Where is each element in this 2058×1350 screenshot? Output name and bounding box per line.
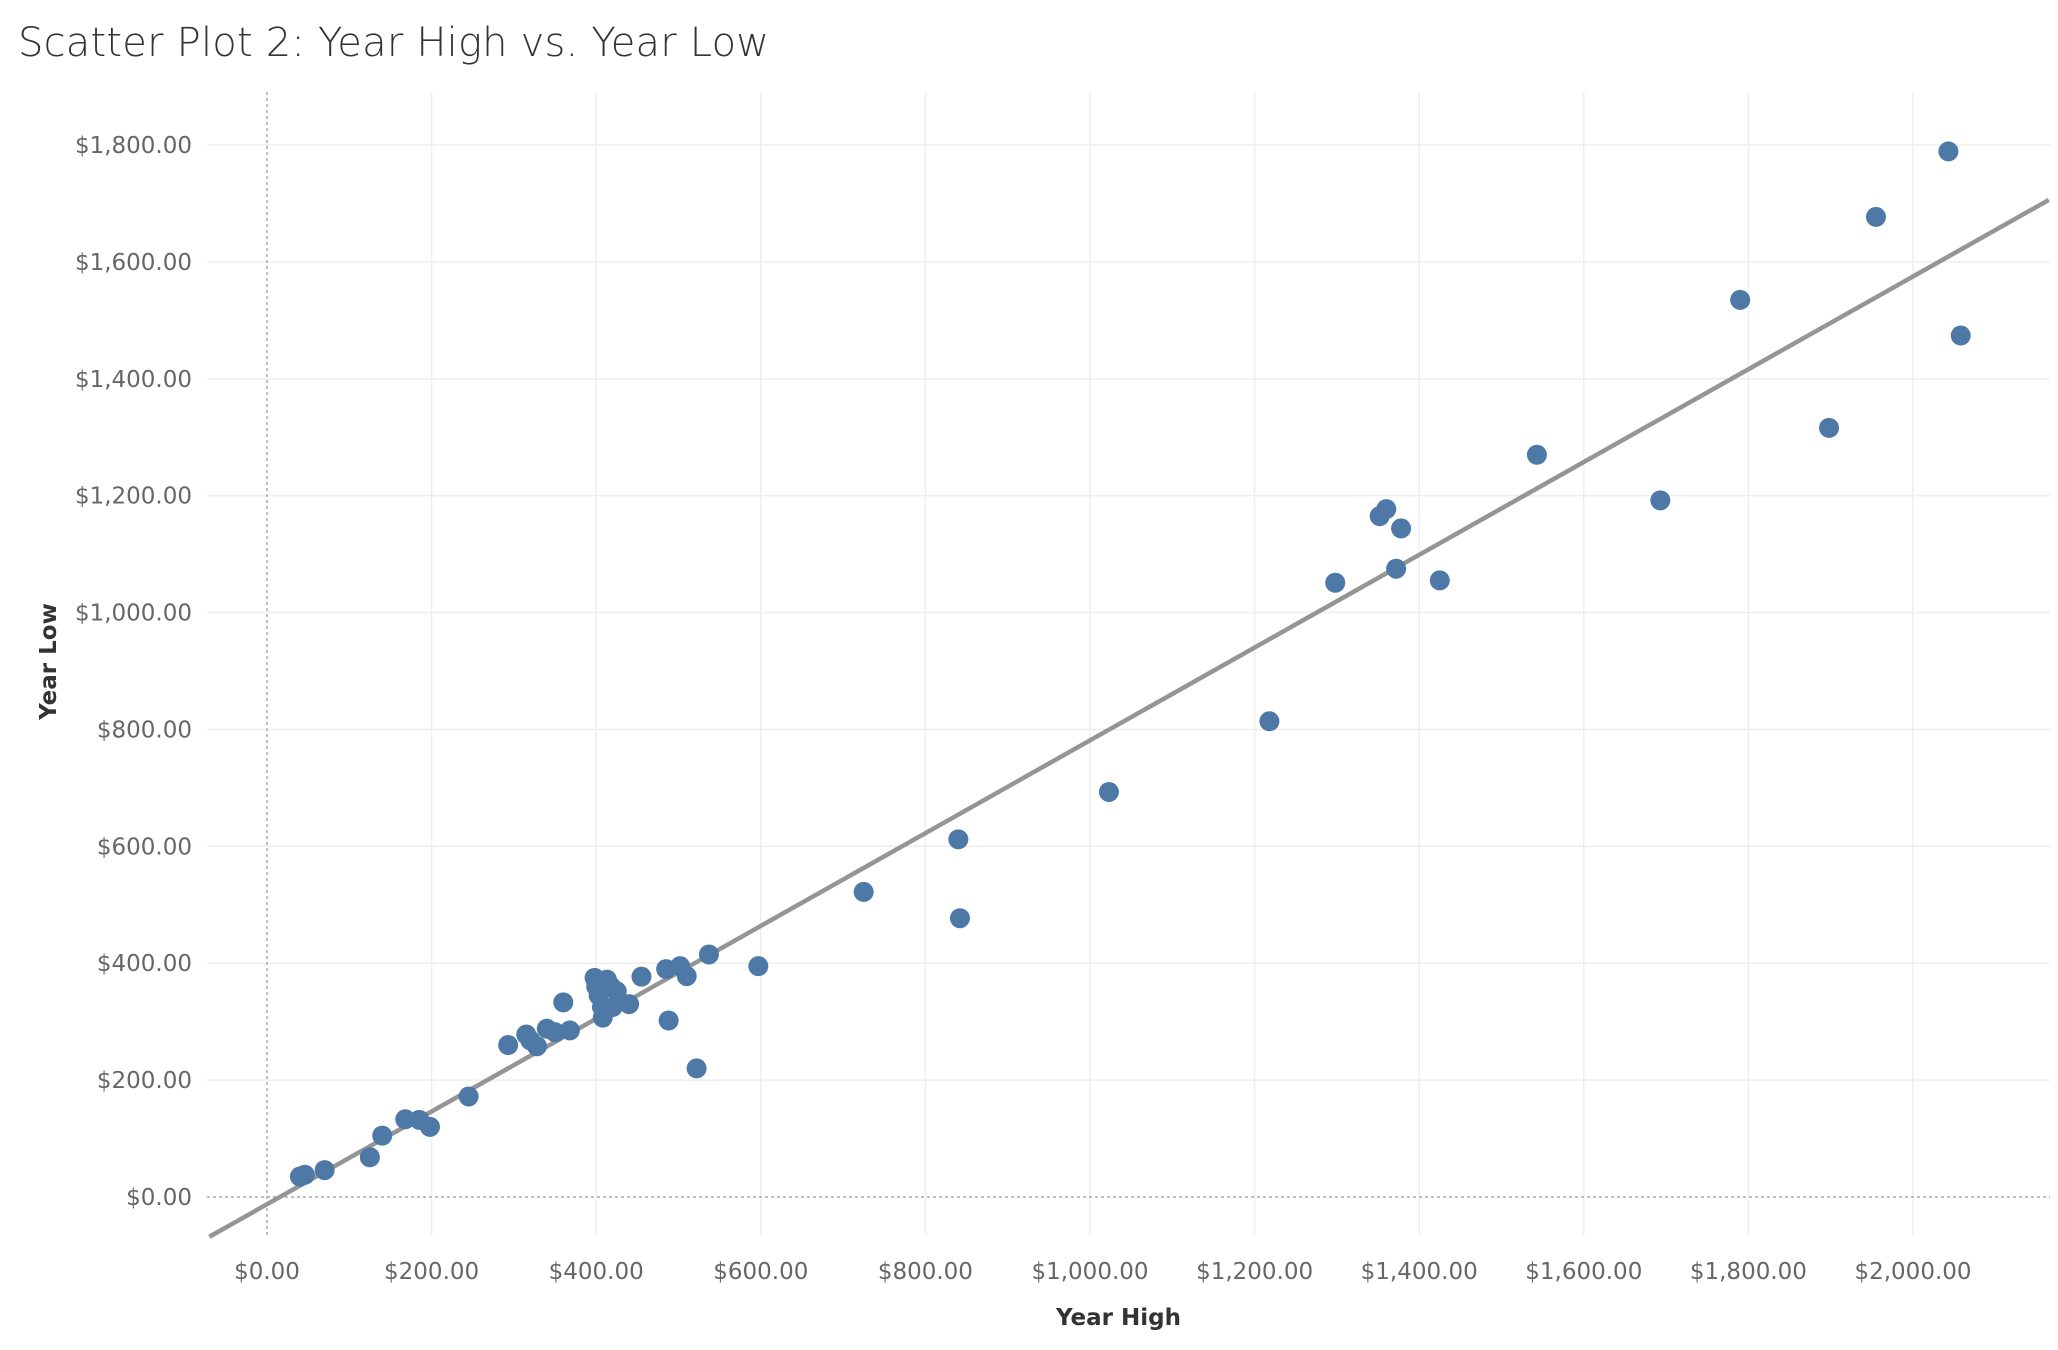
data-point[interactable] (1376, 499, 1397, 520)
data-point[interactable] (686, 1058, 707, 1079)
x-tick-label: $400.00 (549, 1259, 644, 1285)
data-points (289, 141, 1971, 1187)
data-point[interactable] (619, 994, 640, 1015)
data-point[interactable] (395, 1109, 416, 1130)
data-point[interactable] (1950, 325, 1971, 346)
x-tick-label: $1,800.00 (1690, 1259, 1807, 1285)
y-tick-label: $600.00 (97, 834, 192, 860)
data-point[interactable] (676, 966, 697, 987)
data-point[interactable] (314, 1160, 335, 1181)
data-point[interactable] (1325, 572, 1346, 593)
zero-lines (207, 92, 2050, 1235)
data-point[interactable] (545, 1022, 566, 1043)
x-tick-label: $2,000.00 (1854, 1259, 1971, 1285)
data-point[interactable] (1259, 711, 1280, 732)
data-point[interactable] (631, 966, 652, 987)
data-point[interactable] (1730, 289, 1751, 310)
data-point[interactable] (1391, 518, 1412, 539)
y-axis-ticks: $0.00 $200.00 $400.00 $600.00 $800.00 $1,000.… (75, 133, 192, 1211)
grid-lines (207, 92, 2050, 1235)
y-tick-label: $1,600.00 (75, 250, 192, 276)
y-tick-label: $1,000.00 (75, 601, 192, 627)
y-tick-label: $1,400.00 (75, 367, 192, 393)
x-tick-label: $0.00 (234, 1259, 300, 1285)
data-point[interactable] (498, 1035, 519, 1056)
x-tick-label: $800.00 (878, 1259, 973, 1285)
data-point[interactable] (458, 1086, 479, 1107)
data-point[interactable] (1865, 206, 1886, 227)
x-tick-label: $1,600.00 (1525, 1259, 1642, 1285)
chart-title: Scatter Plot 2: Year High vs. Year Low (18, 20, 770, 66)
data-point[interactable] (526, 1036, 547, 1057)
data-point[interactable] (1429, 570, 1450, 591)
y-tick-label: $1,200.00 (75, 484, 192, 510)
y-axis-title: Year Low (36, 603, 62, 721)
y-tick-label: $800.00 (97, 717, 192, 743)
x-tick-label: $1,400.00 (1361, 1259, 1478, 1285)
data-point[interactable] (559, 1020, 580, 1041)
data-point[interactable] (1386, 558, 1407, 579)
data-point[interactable] (1098, 781, 1119, 802)
y-tick-label: $200.00 (97, 1068, 192, 1094)
data-point[interactable] (606, 981, 627, 1002)
trend-line (208, 197, 2050, 1239)
x-axis-title: Year High (1055, 1305, 1181, 1331)
y-tick-label: $0.00 (126, 1185, 192, 1211)
data-point[interactable] (658, 1010, 679, 1031)
data-point[interactable] (698, 944, 719, 965)
data-point[interactable] (294, 1164, 315, 1185)
data-point[interactable] (1650, 490, 1671, 511)
data-point[interactable] (948, 829, 969, 850)
trend-line-group (208, 197, 2050, 1239)
data-point[interactable] (359, 1147, 380, 1168)
x-tick-label: $600.00 (713, 1259, 808, 1285)
data-point[interactable] (1938, 141, 1959, 162)
x-tick-label: $1,200.00 (1196, 1259, 1313, 1285)
data-point[interactable] (748, 956, 769, 977)
data-point[interactable] (553, 992, 574, 1013)
data-point[interactable] (419, 1116, 440, 1137)
data-point[interactable] (853, 881, 874, 902)
y-tick-label: $1,800.00 (75, 133, 192, 159)
y-tick-label: $400.00 (97, 951, 192, 977)
data-point[interactable] (602, 997, 623, 1018)
x-axis-ticks: $0.00 $200.00 $400.00 $600.00 $800.00 $1,000.… (234, 1259, 1971, 1285)
data-point[interactable] (372, 1125, 393, 1146)
x-tick-label: $200.00 (384, 1259, 479, 1285)
x-tick-label: $1,000.00 (1031, 1259, 1148, 1285)
data-point[interactable] (949, 908, 970, 929)
data-point[interactable] (1819, 417, 1840, 438)
data-point[interactable] (1526, 444, 1547, 465)
